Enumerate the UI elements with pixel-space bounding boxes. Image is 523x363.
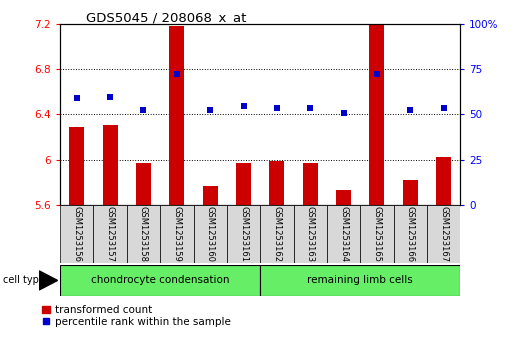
Bar bbox=[227, 205, 260, 263]
Text: GSM1253156: GSM1253156 bbox=[72, 206, 81, 262]
Point bbox=[306, 105, 314, 110]
Text: GSM1253166: GSM1253166 bbox=[406, 206, 415, 262]
Text: cell type: cell type bbox=[3, 276, 44, 285]
Point bbox=[173, 70, 181, 77]
Text: GSM1253162: GSM1253162 bbox=[272, 206, 281, 262]
Text: GSM1253158: GSM1253158 bbox=[139, 206, 148, 262]
Point bbox=[139, 107, 147, 113]
Text: GSM1253167: GSM1253167 bbox=[439, 206, 448, 262]
Bar bbox=[260, 265, 460, 296]
Bar bbox=[94, 205, 127, 263]
Bar bbox=[269, 161, 285, 205]
Bar bbox=[60, 205, 94, 263]
Legend: transformed count, percentile rank within the sample: transformed count, percentile rank withi… bbox=[42, 305, 231, 327]
Bar bbox=[360, 205, 393, 263]
Text: GSM1253160: GSM1253160 bbox=[206, 206, 214, 262]
Bar bbox=[160, 205, 194, 263]
Bar bbox=[436, 158, 451, 205]
Text: GSM1253159: GSM1253159 bbox=[173, 206, 181, 262]
Bar bbox=[427, 205, 460, 263]
Text: chondrocyte condensation: chondrocyte condensation bbox=[91, 276, 230, 285]
Bar bbox=[327, 205, 360, 263]
Text: GSM1253157: GSM1253157 bbox=[106, 206, 115, 262]
Point bbox=[373, 70, 381, 77]
Bar bbox=[236, 163, 251, 205]
Point bbox=[206, 107, 214, 113]
Point bbox=[439, 105, 448, 110]
Bar bbox=[127, 205, 160, 263]
Bar bbox=[70, 127, 84, 205]
Bar bbox=[169, 26, 184, 205]
Text: remaining limb cells: remaining limb cells bbox=[308, 276, 413, 285]
Bar bbox=[369, 25, 384, 205]
Text: GSM1253161: GSM1253161 bbox=[239, 206, 248, 262]
Point bbox=[106, 94, 115, 100]
Bar bbox=[394, 205, 427, 263]
Text: GSM1253164: GSM1253164 bbox=[339, 206, 348, 262]
Polygon shape bbox=[39, 271, 58, 290]
Bar bbox=[136, 163, 151, 205]
Bar bbox=[103, 125, 118, 205]
Text: GSM1253163: GSM1253163 bbox=[306, 206, 315, 262]
Bar bbox=[194, 205, 227, 263]
Bar bbox=[336, 190, 351, 205]
Point bbox=[339, 110, 348, 116]
Bar bbox=[203, 186, 218, 205]
Point bbox=[272, 105, 281, 110]
Text: GSM1253165: GSM1253165 bbox=[372, 206, 381, 262]
Bar bbox=[293, 205, 327, 263]
Bar bbox=[303, 163, 317, 205]
Point bbox=[73, 95, 81, 101]
Point bbox=[240, 103, 248, 109]
Bar bbox=[260, 205, 293, 263]
Point bbox=[406, 107, 414, 113]
Text: GDS5045 / 208068_x_at: GDS5045 / 208068_x_at bbox=[86, 11, 247, 24]
Bar bbox=[403, 180, 418, 205]
Bar bbox=[60, 265, 260, 296]
